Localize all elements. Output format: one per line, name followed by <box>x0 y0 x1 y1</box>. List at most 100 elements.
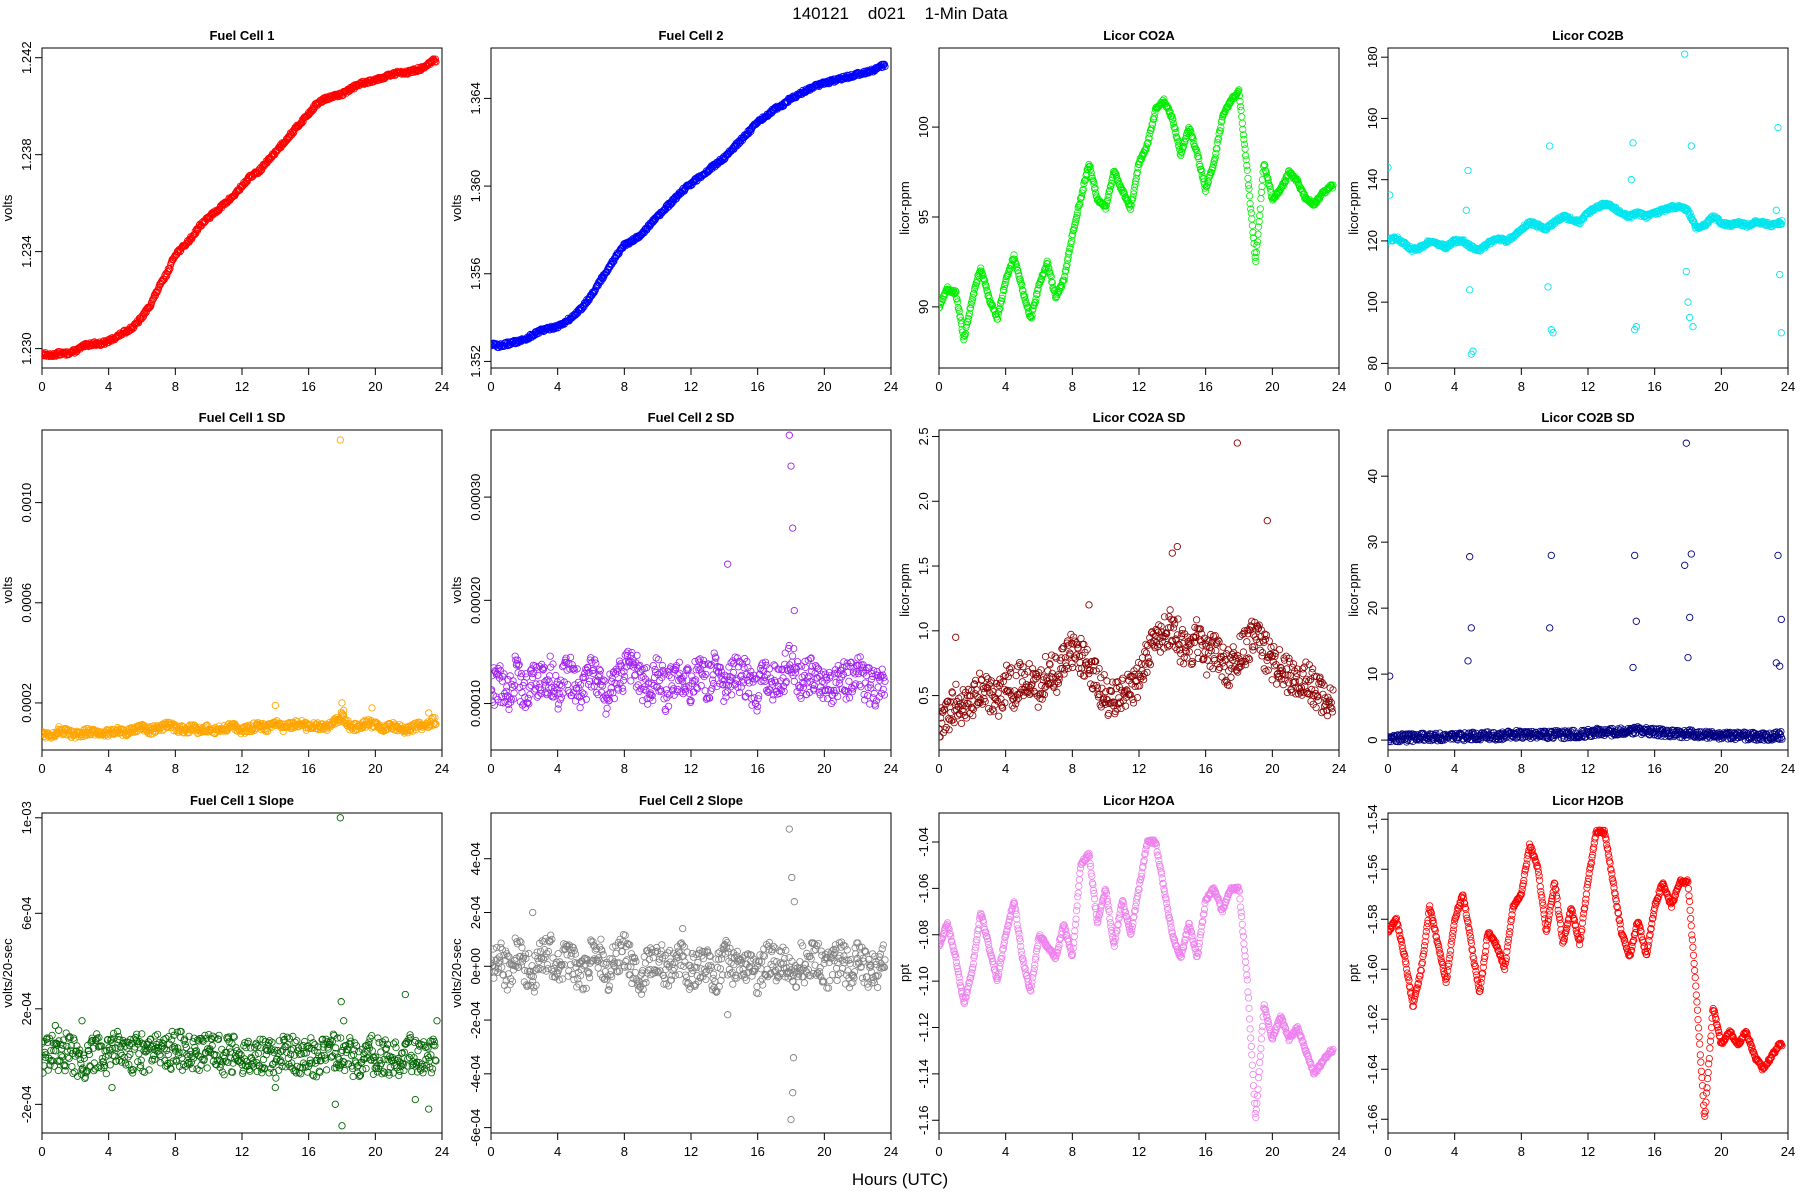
data-point <box>981 697 989 706</box>
y-tick-label: 0.5 <box>916 687 931 705</box>
data-point <box>1025 682 1033 690</box>
data-point <box>558 663 567 671</box>
data-point <box>753 702 762 711</box>
data-point <box>1244 174 1252 182</box>
data-point <box>1058 277 1067 286</box>
data-point <box>1207 647 1215 655</box>
data-point <box>1238 119 1246 127</box>
data-point <box>1248 221 1257 230</box>
outlier-point <box>787 462 795 470</box>
data-point <box>791 663 799 671</box>
data-point <box>1328 184 1337 192</box>
data-point <box>1255 223 1263 231</box>
data-point <box>1147 124 1156 132</box>
data-point <box>579 673 587 681</box>
data-point <box>1045 264 1053 272</box>
data-point <box>1133 693 1142 702</box>
data-point <box>1004 673 1012 681</box>
data-point <box>428 722 436 730</box>
y-tick-label: 2.0 <box>916 492 931 510</box>
data-point <box>716 663 725 672</box>
data-point <box>1258 176 1267 184</box>
data-point <box>1038 681 1046 690</box>
x-tick-label: 0 <box>935 761 942 776</box>
x-tick-label: 16 <box>750 761 764 776</box>
data-point <box>633 651 641 660</box>
data-point <box>541 689 549 697</box>
data-point <box>680 672 688 680</box>
data-point <box>610 668 618 676</box>
x-tick-label: 4 <box>1002 761 1009 776</box>
data-point <box>1192 145 1200 153</box>
y-axis-label: volts <box>0 576 15 603</box>
data-point <box>1032 295 1040 303</box>
data-point <box>1071 655 1080 663</box>
outlier-point <box>724 560 732 568</box>
data-point <box>659 668 668 676</box>
data-point <box>792 665 800 673</box>
data-point <box>1300 190 1308 198</box>
data-point <box>610 694 619 703</box>
y-tick-label: 1.0 <box>916 622 931 640</box>
data-point <box>1127 691 1135 699</box>
outlier-point <box>1777 329 1785 337</box>
data-point <box>952 680 960 688</box>
data-point <box>1168 112 1176 120</box>
x-tick-label: 20 <box>817 761 831 776</box>
data-point <box>1257 188 1266 196</box>
data-point <box>956 313 964 321</box>
data-point <box>665 671 673 680</box>
data-point <box>740 664 748 672</box>
data-point <box>1689 216 1697 224</box>
data-point <box>1216 127 1224 135</box>
data-point <box>1702 221 1710 230</box>
data-point <box>1111 169 1119 177</box>
data-point <box>1226 654 1235 662</box>
data-point <box>780 687 788 696</box>
outlier-point <box>1682 267 1690 276</box>
data-point <box>719 681 727 689</box>
data-point <box>797 694 805 703</box>
x-tick-label: 20 <box>368 379 382 394</box>
data-point <box>794 662 802 671</box>
data-point <box>967 300 975 309</box>
data-point <box>876 673 885 681</box>
data-point <box>498 677 506 685</box>
outlier-point <box>1686 313 1694 322</box>
data-point <box>858 668 866 676</box>
outlier-point <box>1388 191 1394 199</box>
x-tick-label: 12 <box>684 379 698 394</box>
data-point <box>975 669 984 677</box>
data-point <box>1043 257 1051 265</box>
outlier-point <box>1464 166 1472 175</box>
data-point <box>566 665 574 673</box>
y-tick-label: 1.364 <box>468 82 483 115</box>
data-point <box>524 694 532 702</box>
data-point <box>1113 705 1121 713</box>
x-tick-label: 24 <box>1781 379 1795 394</box>
data-point <box>1010 251 1018 259</box>
data-point <box>1249 234 1258 242</box>
x-tick-label: 12 <box>684 761 698 776</box>
data-point <box>1010 704 1018 712</box>
data-point <box>1169 624 1178 632</box>
data-point <box>1215 637 1223 646</box>
data-point <box>1217 123 1225 132</box>
data-point <box>1186 641 1194 649</box>
y-tick-label: 100 <box>916 116 931 138</box>
data-point <box>526 691 534 699</box>
data-point <box>651 668 660 677</box>
data-point <box>1252 248 1260 257</box>
data-point <box>738 671 746 679</box>
x-tick-label: 8 <box>172 379 179 394</box>
y-axis-label: licor-ppm <box>897 181 912 234</box>
data-point <box>667 674 676 682</box>
data-point <box>807 654 815 662</box>
data-point <box>1007 664 1015 672</box>
page-title: 140121 d021 1-Min Data <box>792 4 1008 23</box>
data-point <box>491 686 496 694</box>
data-point <box>754 695 762 703</box>
data-point <box>1083 645 1091 654</box>
data-point <box>1248 215 1256 223</box>
outlier-point <box>1388 163 1392 172</box>
